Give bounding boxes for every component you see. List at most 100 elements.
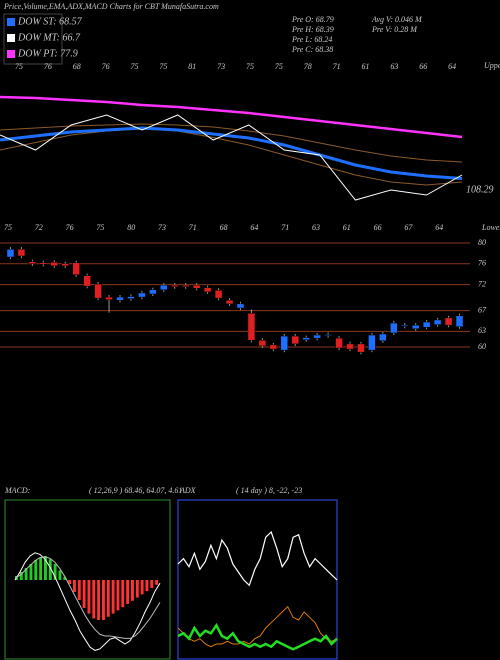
series-line <box>177 530 338 587</box>
bottom-label: 64 <box>435 223 443 232</box>
candle-body <box>39 262 48 265</box>
annotation: Lower <box>481 223 500 232</box>
top-label: 61 <box>362 62 370 71</box>
histogram-bar <box>68 580 72 584</box>
candle-body <box>280 335 289 351</box>
candle-body <box>6 248 15 258</box>
bottom-label: 75 <box>4 223 12 232</box>
candle-body <box>83 275 91 287</box>
y-tick-label: 60 <box>478 342 486 351</box>
stat-label: Avg V: 0.046 M <box>371 15 423 24</box>
candle-body <box>379 333 387 342</box>
candle-body <box>50 261 59 267</box>
histogram-bar <box>87 580 91 614</box>
candle-body <box>422 321 431 328</box>
histogram-bar <box>44 556 47 580</box>
histogram-bar <box>135 580 139 598</box>
y-tick-label: 63 <box>478 326 486 335</box>
panel-border <box>4 499 171 660</box>
histogram-bar <box>97 580 101 620</box>
candle-body <box>214 290 223 299</box>
candle-body <box>269 344 278 350</box>
bottom-label: 64 <box>250 223 258 232</box>
top-label: 73 <box>217 62 225 71</box>
series-line <box>0 114 463 201</box>
candle-body <box>28 261 37 265</box>
legend-label: DOW MT: 66.7 <box>17 32 81 43</box>
bottom-label: 63 <box>312 223 320 232</box>
candle-body <box>72 262 80 275</box>
y-tick-label: 76 <box>478 259 486 268</box>
top-label: 75 <box>275 62 283 71</box>
top-label: 71 <box>333 62 341 71</box>
histogram-bar <box>116 580 120 611</box>
candle-body <box>160 284 168 291</box>
candle-body <box>236 303 245 309</box>
candle-body <box>116 296 124 301</box>
candle-body <box>258 339 267 347</box>
legend-label: DOW PT: 77.9 <box>17 48 78 59</box>
histogram-bar <box>53 564 57 580</box>
series-line <box>0 126 463 180</box>
histogram-bar <box>48 559 52 580</box>
stat-label: Pre L: 68.24 <box>291 35 332 44</box>
candle-body <box>455 315 464 327</box>
bottom-label: 66 <box>374 223 382 232</box>
panel-title: MACD: <box>4 486 31 495</box>
histogram-bar <box>82 580 86 608</box>
candle-body <box>61 263 69 267</box>
histogram-bar <box>58 570 62 580</box>
bottom-label: 76 <box>66 223 74 232</box>
candle-body <box>247 312 256 341</box>
candle-body <box>324 334 332 336</box>
top-label: 76 <box>44 62 52 71</box>
series-line <box>177 605 338 648</box>
histogram-bar <box>131 580 134 601</box>
candle-body <box>192 284 201 289</box>
candle-body <box>335 337 343 349</box>
stat-label: Pre O: 68.79 <box>291 15 334 24</box>
candle-body <box>225 299 234 305</box>
histogram-bar <box>34 560 38 580</box>
candle-body <box>444 317 453 326</box>
top-label: 64 <box>448 62 456 71</box>
legend-label: DOW ST: 68.57 <box>17 16 83 27</box>
y-tick-label: 80 <box>478 238 486 247</box>
candle-body <box>127 296 135 299</box>
series-line <box>177 622 338 651</box>
page-title: Price,Volume,EMA,ADX,MACD Charts for CBT… <box>3 2 219 11</box>
candle-body <box>94 283 102 299</box>
candle-body <box>171 284 179 287</box>
top-label: 81 <box>188 62 196 71</box>
bottom-label: 68 <box>220 223 228 232</box>
top-label: 68 <box>73 62 81 71</box>
panel-subtitle: ( 14 day ) 8, -22, -23 <box>236 486 302 495</box>
top-label: 75 <box>15 62 23 71</box>
candle-body <box>105 296 113 300</box>
candle-body <box>302 337 310 340</box>
legend-box <box>3 13 63 65</box>
candle-body <box>390 322 398 334</box>
bottom-label: 75 <box>96 223 104 232</box>
y-tick-label: 67 <box>478 305 487 314</box>
candle-body <box>313 334 321 339</box>
legend-swatch <box>7 34 15 42</box>
histogram-bar <box>77 580 81 600</box>
candle-body <box>17 248 26 257</box>
histogram-bar <box>121 580 125 608</box>
bottom-label: 71 <box>189 223 197 232</box>
top-label: 63 <box>390 62 398 71</box>
histogram-bar <box>106 580 110 617</box>
bottom-label: 67 <box>404 223 413 232</box>
candle-body <box>346 343 354 350</box>
candle-body <box>149 289 157 295</box>
histogram-bar <box>155 580 159 585</box>
histogram-bar <box>102 580 105 620</box>
stat-label: Pre H: 68.39 <box>291 25 334 34</box>
histogram-bar <box>63 576 67 580</box>
annotation: Upper <box>484 61 500 70</box>
series-line <box>14 556 161 639</box>
series-line <box>0 95 463 139</box>
series-line <box>0 128 463 186</box>
